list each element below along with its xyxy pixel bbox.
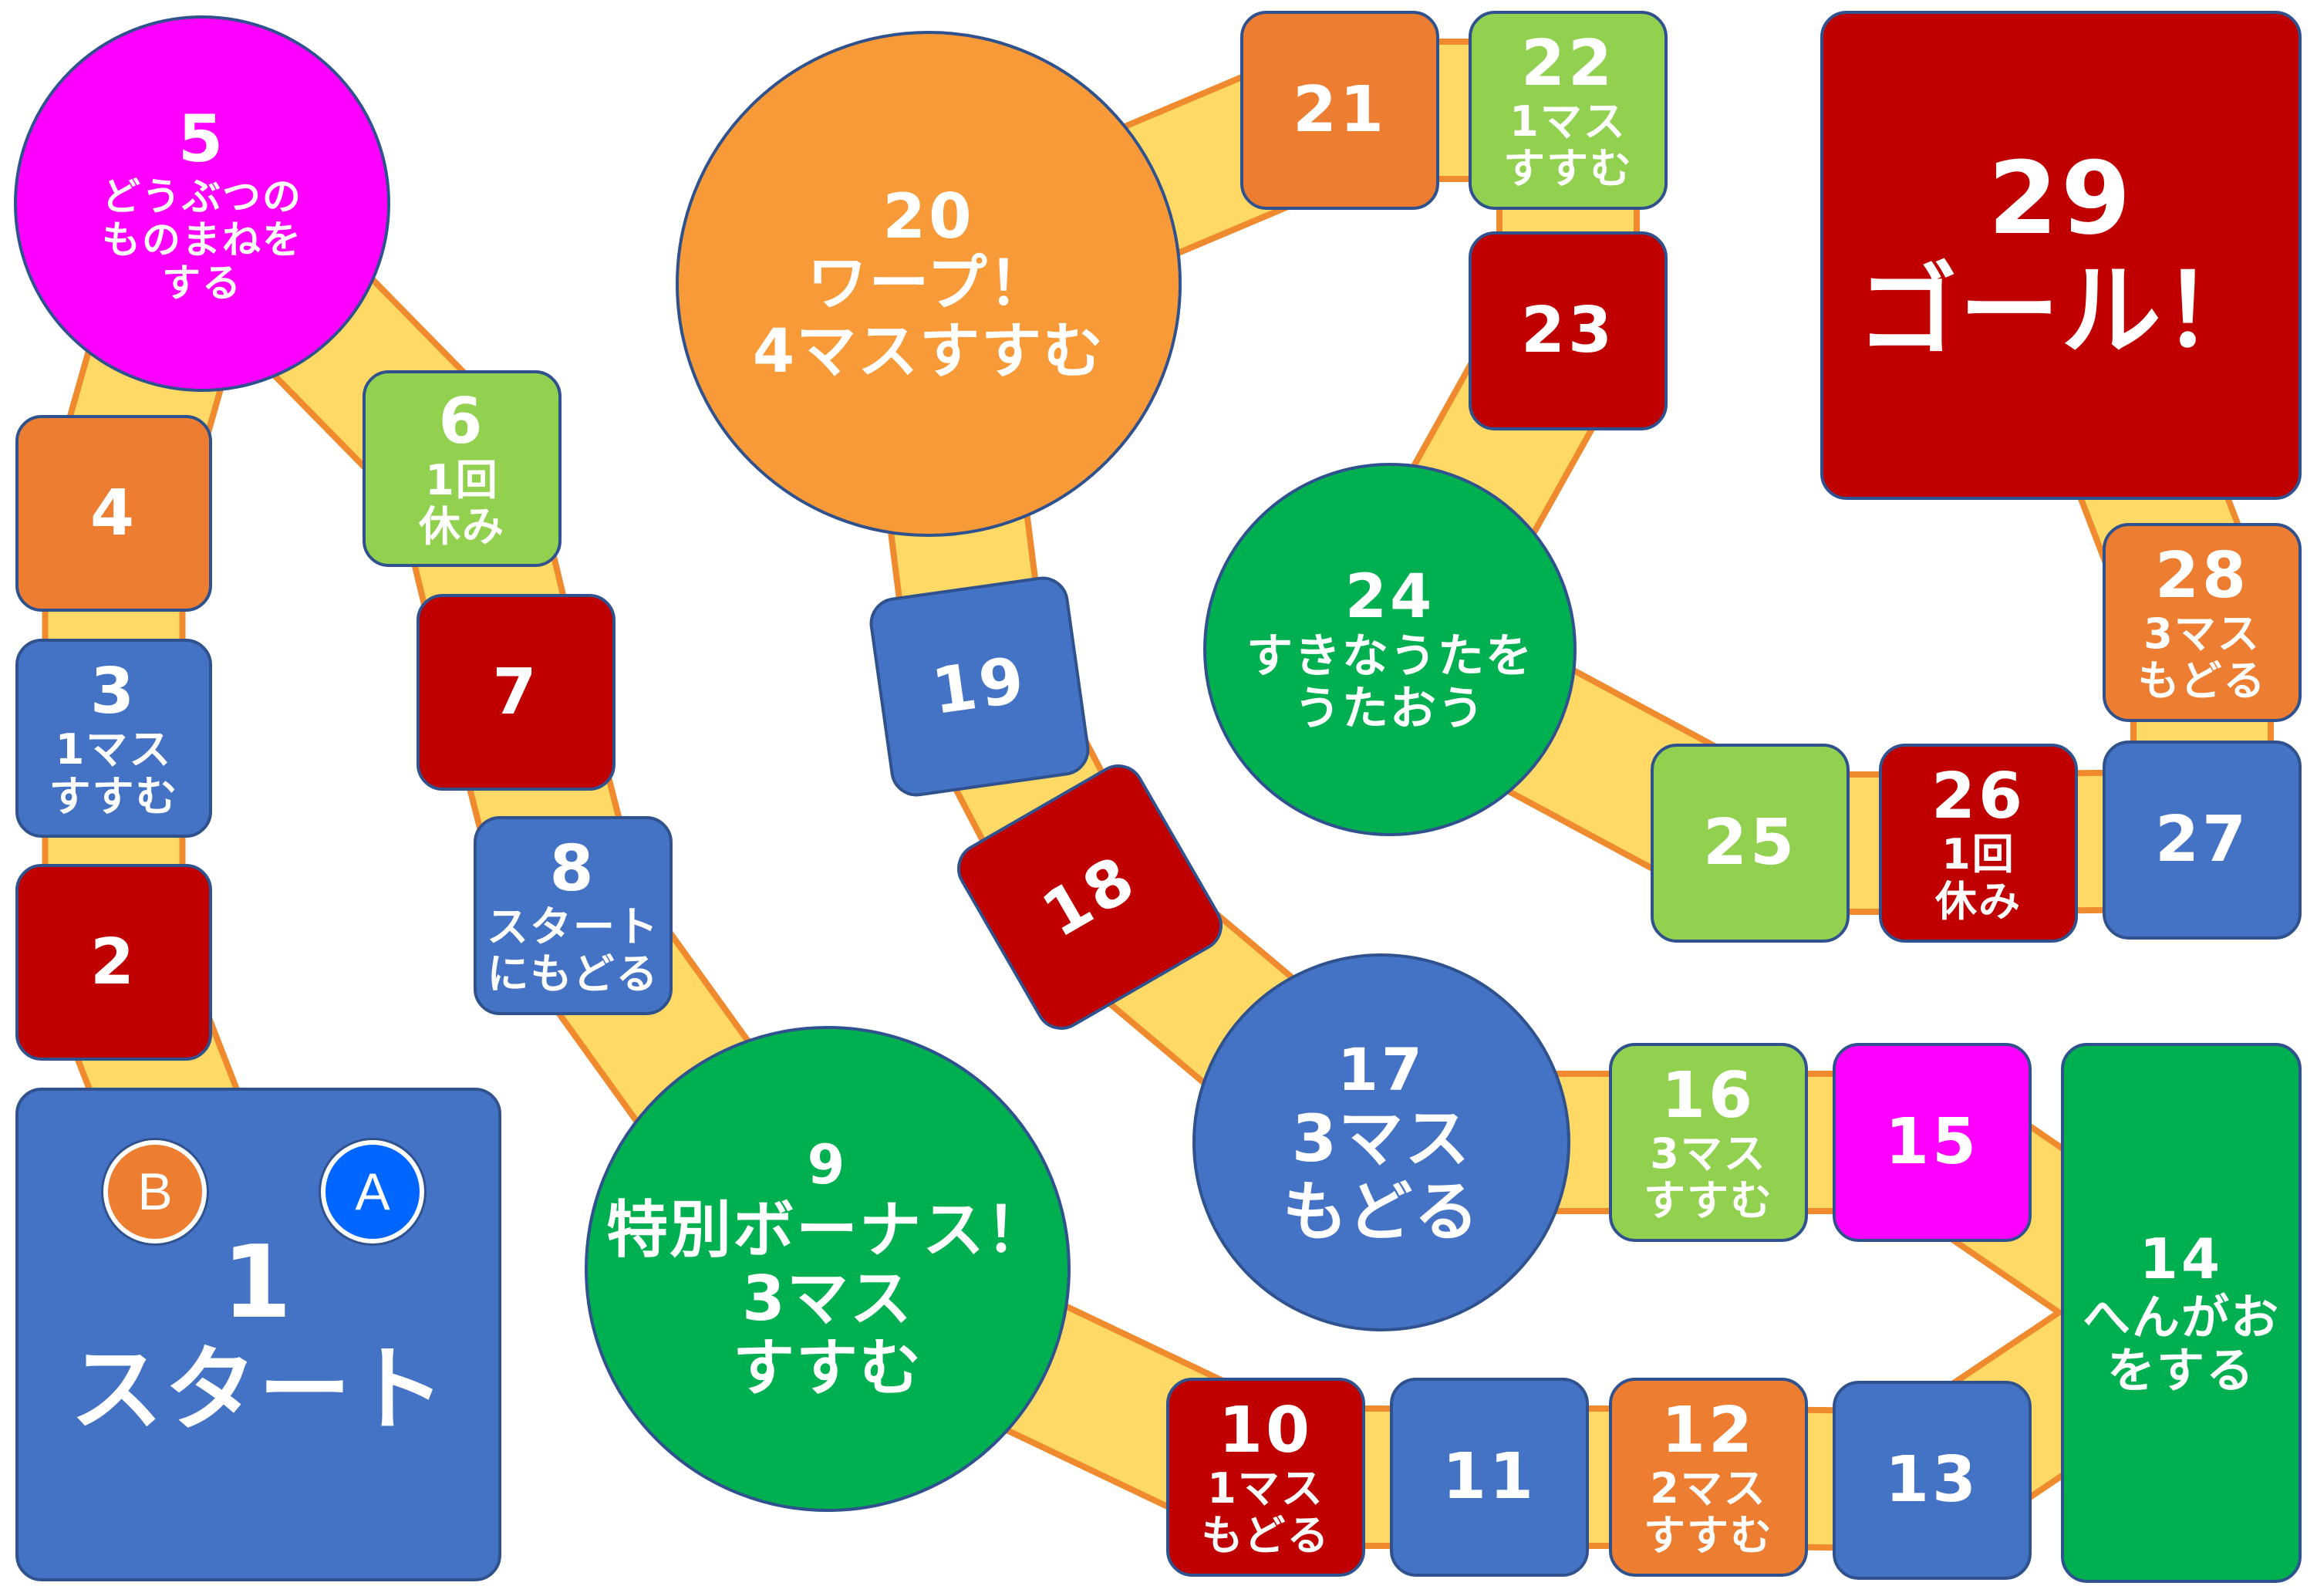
square-number: 28	[2154, 538, 2250, 612]
board-square-9: 9 特別ボーナス！ 3マス すすむ	[585, 1026, 1071, 1512]
square-number: 17	[1337, 1035, 1425, 1105]
board-square-25: 25	[1651, 744, 1850, 943]
square-number: 14	[2139, 1227, 2224, 1292]
square-number: 26	[1931, 759, 2026, 833]
board-square-13: 13	[1833, 1381, 2032, 1580]
square-label: 2マス すすむ	[1644, 1464, 1773, 1560]
square-number: 29	[1988, 140, 2134, 258]
player-piece-b[interactable]: B	[103, 1140, 207, 1243]
board-square-3: 3 1マス すすむ	[15, 639, 212, 838]
square-label: スタート	[70, 1336, 447, 1444]
board-square-11: 11	[1390, 1378, 1589, 1577]
square-number: 3	[89, 654, 138, 728]
board-square-14: 14 へんがお をする	[2061, 1043, 2302, 1583]
square-number: 20	[882, 180, 975, 252]
board-square-8: 8 スタート にもどる	[474, 816, 673, 1015]
square-number: 10	[1218, 1393, 1314, 1467]
square-label: ゴール！	[1857, 252, 2265, 369]
board-square-20: 20 ワープ！ 4マスすすむ	[676, 31, 1182, 537]
square-label: どうぶつの ものまねを する	[102, 174, 302, 306]
square-label: ワープ！ 4マスすすむ	[752, 249, 1105, 386]
board-square-4: 4	[15, 415, 212, 612]
board-square-22: 22 1マス すすむ	[1469, 11, 1668, 210]
board-square-15: 15	[1833, 1043, 2032, 1242]
square-number: 23	[1520, 294, 1616, 368]
board-square-29: 29 ゴール！	[1820, 11, 2302, 500]
board-square-2: 2	[15, 864, 212, 1061]
board-square-12: 12 2マス すすむ	[1609, 1378, 1808, 1577]
square-label: 1マス すすむ	[49, 725, 179, 821]
square-label: 3マス もどる	[2137, 609, 2267, 705]
square-label: 1回 休み	[419, 455, 505, 552]
square-number: 19	[927, 643, 1032, 730]
square-number: 7	[492, 655, 540, 729]
square-number: 4	[89, 476, 138, 550]
square-number: 24	[1344, 562, 1435, 633]
square-number: 22	[1520, 26, 1616, 100]
square-number: 16	[1661, 1058, 1756, 1132]
square-number: 13	[1884, 1443, 1980, 1517]
square-label: 3マス もどる	[1282, 1101, 1481, 1250]
square-label: 1マス もどる	[1201, 1464, 1331, 1560]
square-number: 2	[89, 925, 138, 999]
square-number: 9	[807, 1133, 848, 1197]
square-number: 27	[2154, 803, 2250, 877]
board-square-10: 10 1マス もどる	[1166, 1378, 1365, 1577]
square-label: へんがお をする	[2082, 1288, 2280, 1399]
square-number: 11	[1442, 1440, 1537, 1514]
board-square-6: 6 1回 休み	[363, 370, 562, 567]
square-number: 21	[1292, 73, 1388, 147]
player-piece-a[interactable]: A	[321, 1140, 424, 1243]
board-square-21: 21	[1240, 11, 1439, 210]
square-label: 1マス すすむ	[1503, 97, 1633, 193]
square-number: 6	[438, 385, 486, 459]
board-square-5: 5 どうぶつの ものまねを する	[14, 15, 390, 392]
square-number: 12	[1661, 1393, 1756, 1467]
board-square-28: 28 3マス もどる	[2103, 523, 2302, 722]
board-square-7: 7	[417, 594, 616, 791]
square-number: 5	[177, 100, 227, 177]
square-number: 15	[1884, 1105, 1980, 1179]
square-number: 25	[1702, 806, 1798, 880]
square-number: 8	[549, 832, 597, 906]
square-label: 特別ボーナス！ 3マス すすむ	[606, 1193, 1049, 1404]
board-square-27: 27	[2103, 741, 2302, 940]
square-number: 1	[221, 1223, 295, 1341]
board-square-17: 17 3マス もどる	[1192, 953, 1570, 1331]
board-square-26: 26 1回 休み	[1879, 744, 2078, 943]
square-label: 1回 休み	[1935, 830, 2022, 926]
square-number: 18	[1030, 841, 1149, 953]
square-label: すきなうたを うたおう	[1246, 629, 1533, 736]
board-square-24: 24 すきなうたを うたおう	[1203, 463, 1577, 836]
board-square-23: 23	[1469, 231, 1668, 430]
board-square-16: 16 3マス すすむ	[1609, 1043, 1808, 1242]
board-square-19: 19	[866, 573, 1093, 800]
square-label: スタート にもどる	[487, 903, 659, 998]
square-label: 3マス すすむ	[1644, 1129, 1773, 1225]
board-square-1: 1 スタート	[15, 1088, 501, 1581]
